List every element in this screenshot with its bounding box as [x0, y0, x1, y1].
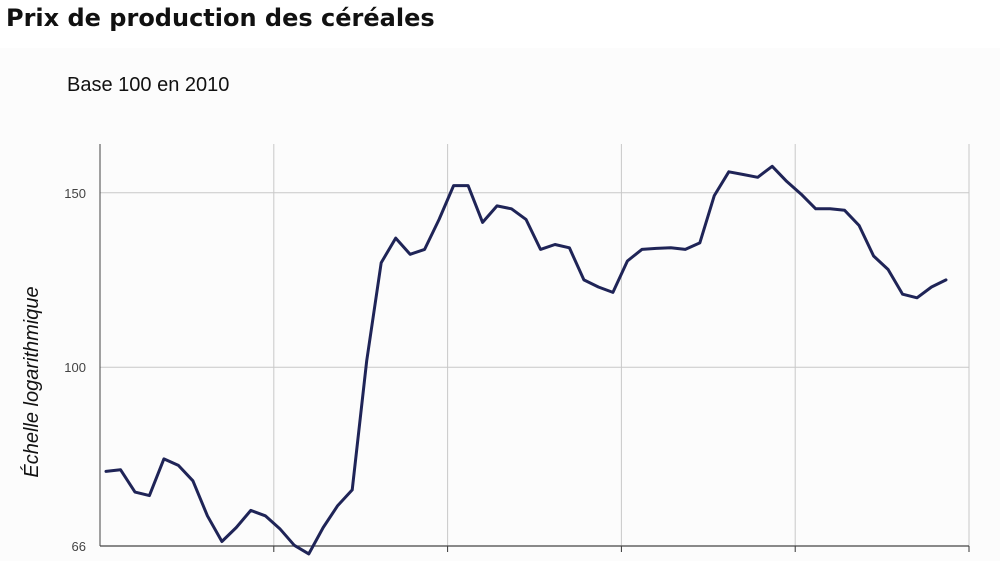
- y-tick-label: 100: [64, 360, 86, 375]
- chart: Base 100 en 2010 66 100 150 Échelle logari…: [20, 74, 970, 556]
- y-axis-label: Échelle logarithmique: [20, 286, 43, 477]
- y-tick-label: 150: [64, 186, 86, 201]
- y-tick-label: 66: [72, 539, 86, 554]
- axes: [99, 144, 970, 552]
- y-tick-labels: 66 100 150: [64, 186, 86, 554]
- series-line: [104, 164, 948, 556]
- grid: [100, 144, 970, 546]
- chart-title: Prix de production des céréales: [6, 4, 435, 32]
- chart-panel: Base 100 en 2010 66 100 150 Échelle logari…: [0, 48, 1000, 561]
- chart-subtitle: Base 100 en 2010: [67, 74, 229, 96]
- series-layer: [104, 164, 948, 556]
